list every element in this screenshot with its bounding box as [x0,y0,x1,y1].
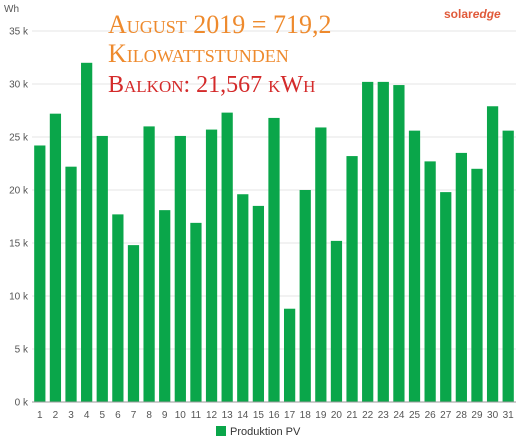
y-tick-label: 20 k [9,186,29,197]
bar[interactable] [299,190,311,402]
legend[interactable]: Produktion PV [216,426,301,438]
y-axis-ticks: 0 k 5 k 10 k 15 k 20 k 25 k 30 k 35 k [9,27,29,409]
bar[interactable] [346,156,358,402]
bar[interactable] [190,222,202,402]
bar[interactable] [252,205,265,402]
legend-label: Produktion PV [230,426,301,438]
x-tick-label: 28 [456,410,468,421]
x-tick-label: 26 [425,410,437,421]
x-tick-label: 29 [471,410,483,421]
x-tick-label: 6 [115,410,121,421]
bar[interactable] [315,127,327,403]
y-tick-label: 5 k [15,345,29,356]
x-tick-label: 20 [331,410,343,421]
logo-text: solaredge [444,7,501,21]
bar[interactable] [174,135,186,402]
bar[interactable] [81,62,93,403]
bars [34,62,514,403]
bar[interactable] [393,85,405,402]
x-tick-label: 10 [175,410,187,421]
bar[interactable] [377,81,389,402]
x-tick-label: 17 [284,410,296,421]
x-tick-label: 31 [503,410,515,421]
bar[interactable] [330,240,343,402]
bar[interactable] [471,168,483,402]
bar[interactable] [221,112,233,403]
bar[interactable] [143,126,155,403]
title-line-2: Kilowattstunden [108,39,289,68]
y-tick-label: 35 k [9,27,29,38]
x-tick-label: 1 [37,410,43,421]
bar[interactable] [362,81,374,402]
bar[interactable] [96,135,108,402]
y-tick-label: 15 k [9,239,29,250]
bar[interactable] [486,106,499,402]
y-tick-label: 0 k [15,398,29,409]
x-tick-label: 24 [393,410,405,421]
x-tick-label: 8 [146,410,152,421]
x-tick-label: 11 [191,410,202,421]
bar[interactable] [237,194,249,402]
x-tick-label: 2 [53,410,59,421]
y-axis-unit-label: Wh [4,4,19,15]
x-tick-label: 21 [347,410,359,421]
bar[interactable] [205,129,218,402]
bar[interactable] [408,130,421,402]
bar[interactable] [65,166,77,402]
x-tick-label: 15 [253,410,265,421]
x-tick-label: 19 [315,410,327,421]
x-tick-label: 27 [440,410,452,421]
x-tick-label: 14 [237,410,249,421]
solaredge-logo: solaredge [444,7,501,21]
bar[interactable] [49,113,62,403]
bar[interactable] [127,245,140,402]
x-tick-label: 16 [268,410,280,421]
bar[interactable] [34,145,46,403]
chart-title: August 2019 = 719,2 Kilowattstunden Balk… [108,10,331,98]
y-tick-label: 30 k [9,80,29,91]
x-tick-label: 13 [222,410,234,421]
title-line-3: Balkon: 21,567 kWh [108,72,315,98]
bar[interactable] [455,152,467,402]
x-tick-label: 23 [378,410,390,421]
bar[interactable] [283,308,296,402]
bar[interactable] [424,161,436,402]
y-tick-label: 10 k [9,292,29,303]
x-tick-label: 30 [487,410,499,421]
x-tick-label: 18 [300,410,312,421]
legend-swatch [216,426,226,436]
x-tick-label: 22 [362,410,374,421]
x-tick-label: 5 [99,410,105,421]
x-tick-label: 4 [84,410,90,421]
bar[interactable] [268,117,280,403]
x-tick-label: 7 [131,410,137,421]
x-tick-label: 9 [162,410,168,421]
bar[interactable] [159,210,171,402]
x-axis-ticks: 1 2 3 4 5 6 7 8 9 10 11 12 13 14 15 16 17 18 19 20 21 22 23 24 2… [37,410,514,421]
bar[interactable] [112,214,124,402]
x-tick-label: 25 [409,410,421,421]
title-line-1: August 2019 = 719,2 [108,10,331,39]
y-tick-label: 25 k [9,133,29,144]
bar[interactable] [440,192,452,402]
x-tick-label: 3 [68,410,74,421]
bar[interactable] [502,130,514,402]
x-tick-label: 12 [206,410,218,421]
